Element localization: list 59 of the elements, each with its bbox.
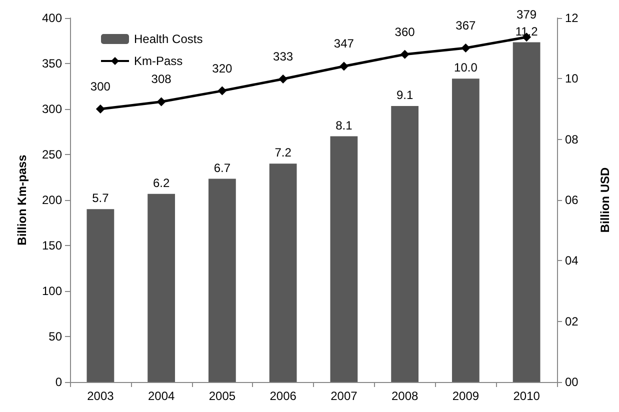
y-tick-label: 200: [42, 193, 62, 207]
point: [96, 104, 105, 114]
x-tick-label: 2010: [513, 389, 540, 403]
bar: [148, 194, 176, 382]
data-label: 6.2: [152, 176, 170, 190]
data-label: 333: [273, 49, 294, 64]
y-tick-label: 100: [42, 284, 62, 298]
data-label: 5.7: [92, 191, 110, 206]
legend-label: Km-Pass: [134, 54, 183, 68]
y-tick-label: 400: [42, 11, 62, 25]
data-label: 8.1: [336, 118, 353, 132]
y2-tick-label: 08: [565, 132, 579, 146]
data-label: 11.2: [515, 24, 538, 38]
x-tick-label: 2004: [148, 389, 175, 403]
legend-label: Health Costs: [134, 32, 203, 46]
data-label: 9.1: [396, 88, 414, 102]
y-tick-label: 250: [42, 148, 62, 162]
y2-tick-label: 06: [565, 193, 579, 207]
bar: [269, 164, 297, 382]
data-label: 10.0: [454, 60, 478, 75]
data-label: 367: [456, 18, 476, 33]
y-tick-label: 50: [48, 330, 62, 344]
y2-tick-label: 10: [565, 72, 579, 86]
x-tick-label: 2008: [391, 389, 418, 403]
x-tick-label: 2009: [452, 389, 480, 403]
bar: [86, 209, 114, 382]
data-label: 347: [334, 36, 354, 51]
y-tick-label: 350: [42, 56, 62, 70]
bar: [391, 106, 419, 382]
point: [218, 86, 227, 96]
data-label: 300: [90, 80, 111, 94]
bar: [208, 178, 236, 382]
y2-axis-title: Billion USD: [598, 167, 612, 233]
y2-tick-label: 12: [565, 11, 579, 25]
x-tick-label: 2007: [330, 389, 358, 403]
y-axis-title: Billion Km-pass: [15, 154, 29, 246]
x-tick-label: 2003: [87, 389, 114, 403]
data-label: 360: [394, 24, 416, 39]
point: [400, 50, 410, 59]
data-label: 7.2: [274, 146, 292, 160]
data-label: 320: [212, 61, 233, 76]
bar: [330, 136, 358, 382]
bar: [512, 42, 540, 382]
x-tick-label: 2005: [208, 389, 236, 403]
y-tick-label: 300: [42, 102, 62, 116]
y-tick-label: 0: [55, 375, 62, 389]
y-tick-label: 150: [42, 238, 62, 252]
data-label: 308: [151, 72, 172, 86]
data-label: 379: [516, 8, 537, 22]
y2-tick-label: 02: [565, 314, 579, 328]
data-label: 6.7: [214, 160, 231, 175]
point: [461, 44, 470, 53]
point: [278, 74, 288, 84]
point: [339, 62, 348, 71]
y2-tick-label: 04: [565, 254, 579, 268]
x-tick-label: 2006: [270, 389, 297, 403]
point: [156, 97, 166, 106]
y2-tick-label: 00: [565, 375, 579, 389]
bar: [452, 78, 480, 382]
